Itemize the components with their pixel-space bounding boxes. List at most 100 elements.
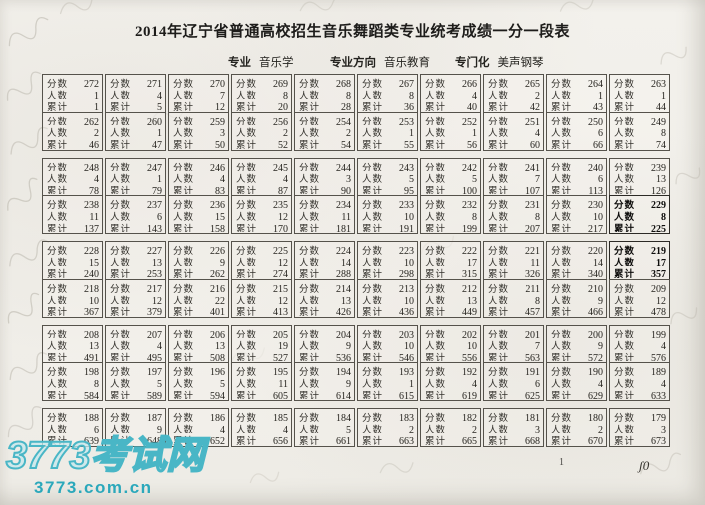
cumulative-label: 累计 bbox=[614, 103, 636, 111]
score-label: 分数 bbox=[425, 368, 447, 377]
score-block: 分数 199 人数 4 累计 576 bbox=[609, 324, 670, 364]
score-value: 211 bbox=[525, 283, 540, 293]
cumulative-line: 累计 43 bbox=[551, 99, 603, 111]
score-value: 266 bbox=[462, 79, 477, 88]
count-label: 人数 bbox=[362, 296, 384, 305]
cumulative-line: 累计 508 bbox=[173, 350, 225, 362]
score-line: 分数 192 bbox=[425, 364, 477, 376]
cumulative-line: 累计 670 bbox=[551, 433, 603, 445]
cumulative-value: 457 bbox=[525, 307, 540, 316]
score-value: 197 bbox=[147, 367, 162, 377]
cumulative-value: 46 bbox=[89, 139, 99, 149]
score-label: 分数 bbox=[236, 284, 258, 293]
count-label: 人数 bbox=[362, 342, 384, 350]
count-line: 人数 7 bbox=[488, 171, 540, 183]
count-value: 4 bbox=[598, 379, 603, 388]
score-block: 分数 259 人数 3 累计 50 bbox=[168, 111, 229, 151]
score-block: 分数 205 人数 19 累计 527 bbox=[231, 324, 292, 364]
count-value: 4 bbox=[661, 379, 666, 388]
score-label: 分数 bbox=[425, 80, 447, 88]
score-block: 分数 262 人数 2 累计 46 bbox=[42, 111, 103, 151]
cumulative-value: 633 bbox=[651, 390, 666, 400]
count-label: 人数 bbox=[551, 342, 573, 350]
cumulative-label: 累计 bbox=[47, 270, 69, 278]
score-value: 252 bbox=[462, 116, 477, 126]
count-label: 人数 bbox=[551, 129, 573, 137]
cumulative-value: 170 bbox=[273, 223, 288, 233]
count-line: 人数 5 bbox=[299, 422, 351, 434]
cumulative-label: 累计 bbox=[236, 391, 258, 400]
count-label: 人数 bbox=[551, 425, 573, 434]
score-value: 245 bbox=[273, 162, 288, 172]
cumulative-value: 137 bbox=[84, 223, 99, 233]
cumulative-label: 累计 bbox=[47, 391, 69, 400]
score-label: 分数 bbox=[551, 330, 573, 339]
score-block: 分数 181 人数 3 累计 668 bbox=[483, 408, 544, 448]
major-field: 专业 音乐学 bbox=[228, 54, 294, 70]
count-value: 13 bbox=[656, 174, 666, 183]
score-label: 分数 bbox=[488, 284, 510, 293]
score-label: 分数 bbox=[488, 330, 510, 339]
cumulative-line: 累计 619 bbox=[425, 388, 477, 400]
cumulative-label: 累计 bbox=[614, 308, 636, 316]
specialty-field: 专门化 美声钢琴 bbox=[455, 54, 544, 70]
score-label: 分数 bbox=[551, 368, 573, 377]
cumulative-line: 累计 253 bbox=[110, 266, 162, 278]
count-label: 人数 bbox=[488, 175, 510, 183]
count-value: 5 bbox=[409, 174, 414, 183]
count-line: 人数 10 bbox=[362, 338, 414, 350]
count-label: 人数 bbox=[425, 175, 447, 183]
score-line: 分数 229 bbox=[614, 197, 666, 209]
count-label: 人数 bbox=[362, 175, 384, 183]
cumulative-value: 605 bbox=[273, 390, 288, 400]
cumulative-label: 累计 bbox=[47, 353, 69, 362]
score-label: 分数 bbox=[299, 80, 321, 88]
count-label: 人数 bbox=[47, 91, 69, 100]
score-line: 分数 230 bbox=[551, 197, 603, 209]
score-line: 分数 219 bbox=[614, 243, 666, 255]
score-block: 分数 188 人数 6 累计 639 bbox=[42, 408, 103, 448]
count-value: 4 bbox=[535, 128, 540, 137]
cumulative-label: 累计 bbox=[299, 224, 321, 233]
cumulative-label: 累计 bbox=[236, 140, 258, 149]
table-row: 分数 238 人数 11 累计 137 分数 237 人数 6 累计 143 分数 236 人数 15 累计 15… bbox=[42, 195, 670, 235]
count-value: 13 bbox=[341, 295, 351, 305]
cumulative-label: 累计 bbox=[362, 224, 384, 233]
count-value: 10 bbox=[404, 295, 414, 305]
score-line: 分数 269 bbox=[236, 76, 288, 88]
score-value: 222 bbox=[462, 246, 477, 255]
count-label: 人数 bbox=[47, 296, 69, 305]
score-block: 分数 230 人数 10 累计 217 bbox=[546, 195, 607, 235]
score-label: 分数 bbox=[173, 284, 195, 293]
count-line: 人数 11 bbox=[299, 209, 351, 221]
count-line: 人数 8 bbox=[614, 209, 666, 221]
score-block: 分数 209 人数 12 累计 478 bbox=[609, 278, 670, 318]
score-value: 182 bbox=[462, 413, 477, 422]
score-line: 分数 207 bbox=[110, 327, 162, 339]
count-label: 人数 bbox=[425, 91, 447, 100]
count-label: 人数 bbox=[614, 129, 636, 137]
cumulative-value: 28 bbox=[341, 102, 351, 111]
cumulative-label: 累计 bbox=[299, 270, 321, 278]
score-label: 分数 bbox=[299, 247, 321, 255]
score-line: 分数 244 bbox=[299, 160, 351, 172]
score-value: 270 bbox=[210, 79, 225, 88]
count-label: 人数 bbox=[173, 425, 195, 434]
score-block: 分数 260 人数 1 累计 47 bbox=[105, 111, 166, 151]
cumulative-line: 累计 625 bbox=[488, 388, 540, 400]
table-row: 分数 228 人数 15 累计 240 分数 227 人数 13 累计 253 分数 226 人数 9 累计 26… bbox=[42, 241, 670, 280]
count-label: 人数 bbox=[425, 342, 447, 350]
cumulative-label: 累计 bbox=[425, 270, 447, 278]
cumulative-line: 累计 673 bbox=[614, 433, 666, 445]
score-label: 分数 bbox=[47, 163, 69, 172]
score-block: 分数 247 人数 1 累计 79 bbox=[105, 157, 166, 197]
score-block: 分数 210 人数 9 累计 466 bbox=[546, 278, 607, 318]
count-label: 人数 bbox=[614, 296, 636, 305]
count-value: 10 bbox=[404, 211, 414, 221]
score-line: 分数 195 bbox=[236, 364, 288, 376]
score-block: 分数 239 人数 13 累计 126 bbox=[609, 157, 670, 197]
cumulative-label: 累计 bbox=[236, 103, 258, 111]
score-line: 分数 232 bbox=[425, 197, 477, 209]
cumulative-line: 累计 28 bbox=[299, 99, 351, 111]
cumulative-line: 累计 576 bbox=[614, 350, 666, 362]
